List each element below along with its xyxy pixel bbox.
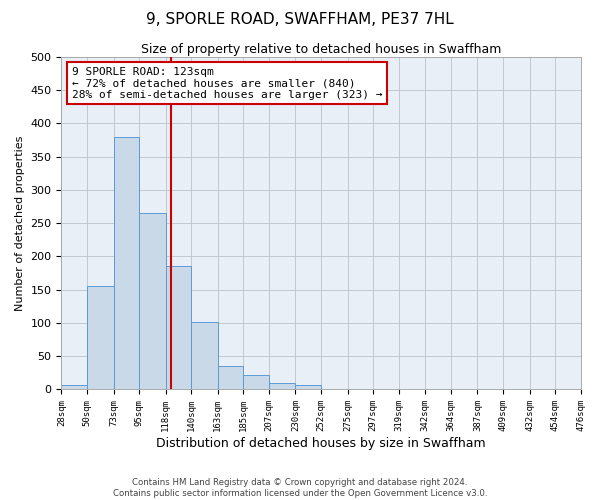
- Bar: [244, 376, 269, 390]
- Bar: [61, 386, 87, 390]
- Bar: [218, 366, 244, 390]
- Bar: [166, 266, 191, 390]
- Bar: [295, 385, 321, 390]
- X-axis label: Distribution of detached houses by size in Swaffham: Distribution of detached houses by size …: [156, 437, 486, 450]
- Text: Contains HM Land Registry data © Crown copyright and database right 2024.
Contai: Contains HM Land Registry data © Crown c…: [113, 478, 487, 498]
- Text: 9 SPORLE ROAD: 123sqm
← 72% of detached houses are smaller (840)
28% of semi-det: 9 SPORLE ROAD: 123sqm ← 72% of detached …: [72, 66, 382, 100]
- Bar: [191, 322, 218, 390]
- Bar: [139, 213, 166, 390]
- Bar: [113, 136, 139, 390]
- Title: Size of property relative to detached houses in Swaffham: Size of property relative to detached ho…: [141, 42, 501, 56]
- Bar: [87, 286, 113, 390]
- Bar: [269, 383, 295, 390]
- Text: 9, SPORLE ROAD, SWAFFHAM, PE37 7HL: 9, SPORLE ROAD, SWAFFHAM, PE37 7HL: [146, 12, 454, 28]
- Y-axis label: Number of detached properties: Number of detached properties: [15, 136, 25, 311]
